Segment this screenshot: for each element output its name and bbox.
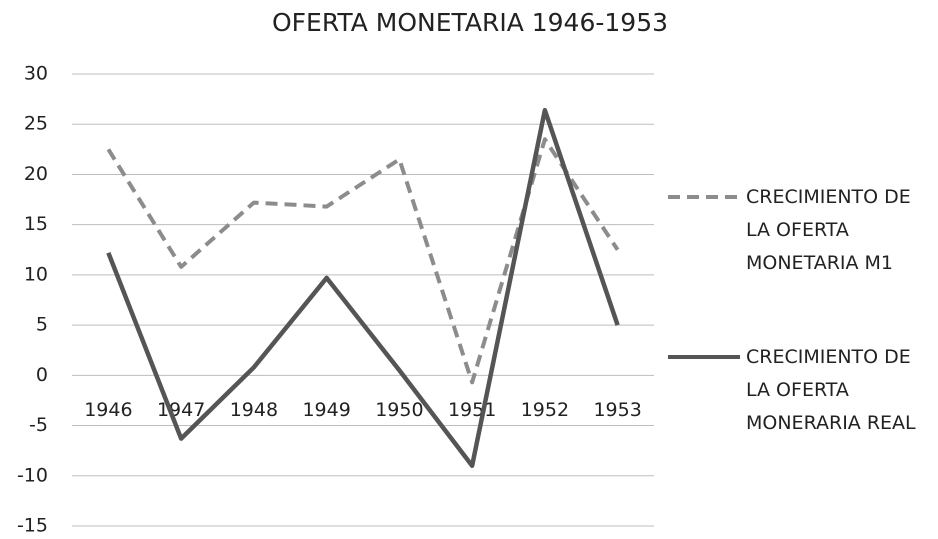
y-tick-label: 10 bbox=[24, 263, 48, 285]
x-tick-label: 1952 bbox=[521, 399, 569, 421]
x-tick-label: 1946 bbox=[84, 399, 132, 421]
y-tick-label: 20 bbox=[24, 163, 48, 185]
x-tick-label: 1951 bbox=[448, 399, 496, 421]
y-tick-label: 25 bbox=[24, 113, 48, 135]
y-tick-label: 0 bbox=[36, 364, 48, 386]
y-tick-label: 5 bbox=[36, 314, 48, 336]
series-line bbox=[106, 107, 620, 468]
y-tick-label: -5 bbox=[29, 414, 48, 436]
x-tick-label: 1953 bbox=[593, 399, 641, 421]
x-tick-label: 1947 bbox=[157, 399, 205, 421]
series-line bbox=[106, 137, 620, 385]
legend-label: CRECIMIENTO DE LA OFERTA MONETARIA M1 bbox=[746, 186, 911, 274]
y-tick-label: 30 bbox=[24, 63, 48, 85]
legend-label: CRECIMIENTO DE LA OFERTA MONERARIA REAL bbox=[746, 346, 916, 434]
x-tick-label: 1949 bbox=[302, 399, 350, 421]
y-tick-label: -15 bbox=[17, 515, 48, 537]
x-tick-label: 1950 bbox=[375, 399, 423, 421]
y-tick-label: -10 bbox=[17, 464, 48, 486]
chart-title: OFERTA MONETARIA 1946-1953 bbox=[272, 8, 668, 37]
x-tick-label: 1948 bbox=[230, 399, 278, 421]
y-tick-label: 15 bbox=[24, 213, 48, 235]
